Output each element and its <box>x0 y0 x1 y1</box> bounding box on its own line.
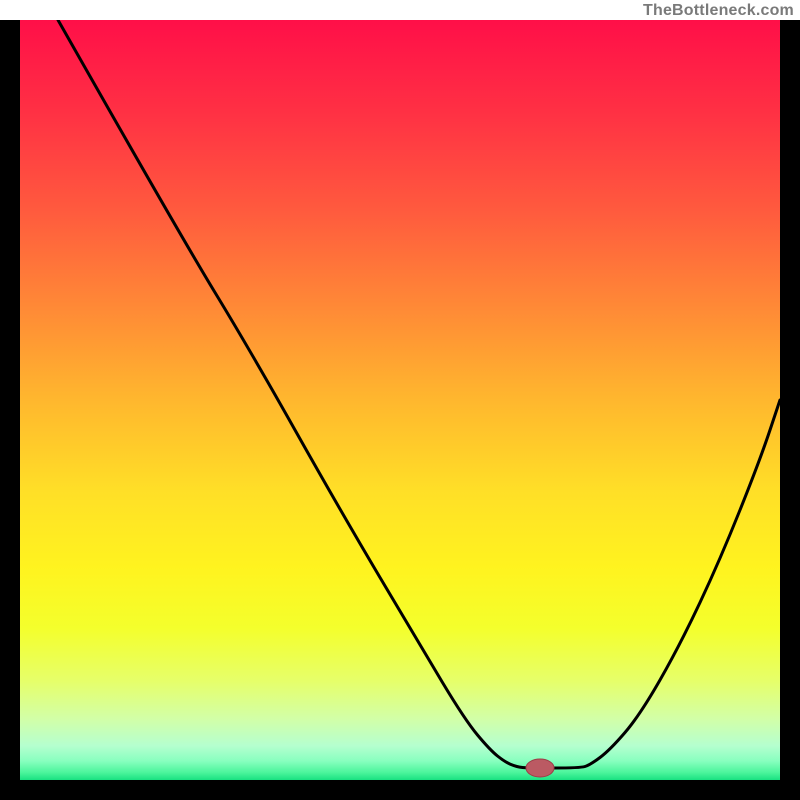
left-border <box>0 20 20 800</box>
plot-area <box>20 20 780 780</box>
bottom-border <box>20 780 780 800</box>
watermark-text: TheBottleneck.com <box>643 2 794 20</box>
chart-container: TheBottleneck.com <box>0 0 800 800</box>
optimal-marker <box>526 759 554 777</box>
plot-svg <box>20 20 780 780</box>
right-border <box>780 20 800 800</box>
gradient-background <box>20 20 780 780</box>
